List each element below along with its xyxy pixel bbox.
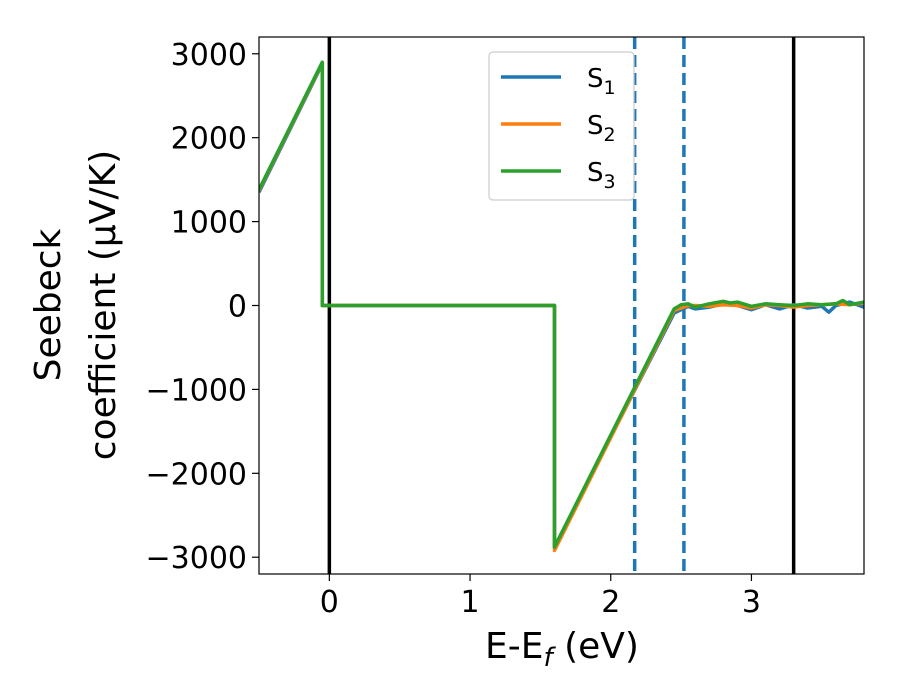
plot-clip-group	[259, 37, 864, 574]
legend-label-3: S3	[587, 158, 616, 193]
y-tick-label-0: 3000	[171, 38, 247, 73]
y-axis-label-line-1: Seebeck	[28, 228, 69, 381]
legend-box	[488, 51, 635, 201]
y-tick-label-5: −2000	[146, 457, 247, 492]
y-tick-label-6: −3000	[146, 541, 247, 576]
y-tick-label-3: 0	[228, 290, 247, 325]
y-tick-label-2: 1000	[171, 206, 247, 241]
x-axis-label: E-Ef (eV)	[485, 626, 639, 673]
series-line-3	[259, 60, 864, 549]
legend-label-2: S2	[587, 111, 616, 146]
x-tick-label-0: 0	[320, 585, 339, 620]
axes: 0 1 2 3 3000 2000 1000 0 −1000 −2000 −3000	[146, 36, 865, 620]
plot-area	[259, 37, 864, 574]
legend-label-1: S1	[587, 64, 616, 99]
x-tick-label-3: 3	[742, 585, 761, 620]
y-axis-label-line-2: coefficient (μV/K)	[83, 150, 124, 460]
legend: S1 S2 S3	[488, 51, 635, 201]
y-tick-label-1: 2000	[171, 122, 247, 157]
x-tick-label-1: 1	[460, 585, 479, 620]
x-tick-label-2: 2	[601, 585, 620, 620]
y-tick-label-4: −1000	[146, 373, 247, 408]
